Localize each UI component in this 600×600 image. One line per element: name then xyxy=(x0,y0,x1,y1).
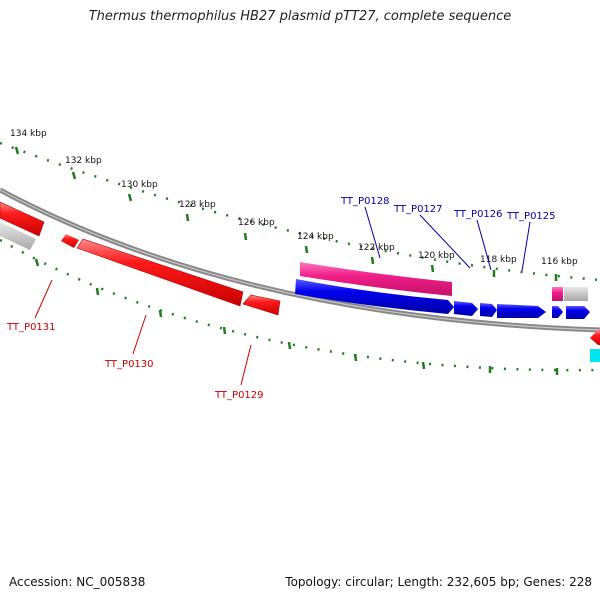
label-leaders xyxy=(34,206,531,386)
gene-label-tt-p0126: TT_P0126 xyxy=(453,209,503,220)
gene-label-tt-p0127: TT_P0127 xyxy=(393,204,443,215)
topology-summary: Topology: circular; Length: 232,605 bp; … xyxy=(285,575,592,589)
scale-label-124: 124 kbp xyxy=(297,232,334,242)
gene-label-tt-p0128: TT_P0128 xyxy=(340,196,390,207)
gene-tt-p0129[interactable] xyxy=(242,294,281,316)
grey-feature-small[interactable] xyxy=(564,287,588,301)
gene-tt-p0126[interactable] xyxy=(480,303,497,317)
gene-tt-p0130[interactable] xyxy=(76,238,244,307)
scale-label-134: 134 kbp xyxy=(10,129,47,139)
accession-text: Accession: NC_005838 xyxy=(9,575,146,589)
scale-label-118: 118 kbp xyxy=(480,255,517,265)
gene-tt-p0127[interactable] xyxy=(454,301,478,316)
gene-label-tt-p0131: TT_P0131 xyxy=(6,322,56,333)
inner-major-ticks xyxy=(34,258,559,375)
scale-label-122: 122 kbp xyxy=(358,243,395,253)
gene-tt-p0130-small[interactable] xyxy=(61,234,79,248)
pink-feature-small[interactable] xyxy=(552,287,563,301)
grey-feature-left[interactable] xyxy=(0,222,36,250)
scale-label-132: 132 kbp xyxy=(65,156,102,166)
gene-label-tt-p0129: TT_P0129 xyxy=(214,390,264,401)
scale-label-116: 116 kbp xyxy=(541,257,578,267)
reverse-strand-features xyxy=(0,201,600,345)
gene-tt-p0128[interactable] xyxy=(295,279,454,314)
gene-small-blue[interactable] xyxy=(552,306,563,318)
outer-major-ticks xyxy=(14,146,558,281)
forward-strand-features xyxy=(295,262,600,362)
gene-right-blue[interactable] xyxy=(566,306,590,319)
scale-label-126: 126 kbp xyxy=(238,218,275,228)
cyan-feature[interactable] xyxy=(590,349,600,362)
scale-label-128: 128 kbp xyxy=(179,200,216,210)
scale-label-130: 130 kbp xyxy=(121,180,158,190)
outer-tick-ring xyxy=(0,141,600,282)
gene-right-edge[interactable] xyxy=(590,330,600,345)
gene-tt-p0125[interactable] xyxy=(497,304,546,318)
inner-tick-ring xyxy=(0,238,600,372)
gene-tt-p0131[interactable] xyxy=(0,201,45,237)
map-title: Thermus thermophilus HB27 plasmid pTT27,… xyxy=(88,9,512,24)
scale-label-120: 120 kbp xyxy=(418,251,455,261)
gene-label-tt-p0125: TT_P0125 xyxy=(506,211,556,222)
pink-feature-long[interactable] xyxy=(300,262,452,296)
gene-label-tt-p0130: TT_P0130 xyxy=(104,359,154,370)
